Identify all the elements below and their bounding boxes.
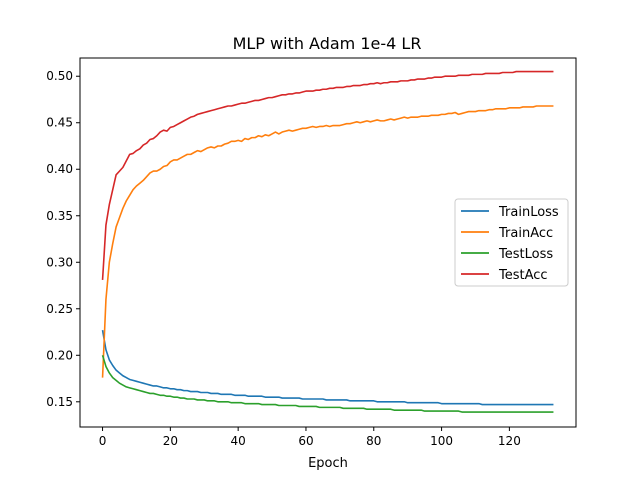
y-tick-label: 0.45 (46, 116, 73, 130)
series-line-trainloss (101, 330, 554, 406)
y-tick-label: 0.30 (46, 255, 73, 269)
x-tick-label: 120 (498, 434, 521, 448)
series-layer (101, 70, 554, 413)
legend: TrainLoss TrainAcc TestLoss TestAcc (454, 198, 569, 287)
x-tick-label: 0 (99, 434, 107, 448)
x-axis-label: Epoch (308, 456, 348, 471)
y-tick-label: 0.35 (46, 209, 73, 223)
x-tick-label: 100 (430, 434, 453, 448)
y-axis-ticks: 0.15 0.20 0.25 0.30 0.35 0.40 0.45 0.50 (46, 69, 80, 409)
y-tick-label: 0.40 (46, 162, 73, 176)
x-tick-label: 20 (163, 434, 178, 448)
legend-label-trainacc: TrainAcc (498, 226, 553, 241)
y-tick-label: 0.50 (46, 69, 73, 83)
series-line-testloss (101, 355, 554, 413)
legend-label-testloss: TestLoss (498, 247, 553, 262)
series-line-testacc (101, 70, 554, 280)
x-tick-label: 40 (231, 434, 246, 448)
y-tick-label: 0.25 (46, 302, 73, 316)
plot-frame (79, 57, 577, 428)
legend-label-testacc: TestAcc (498, 268, 548, 283)
series-line-trainacc (101, 105, 554, 378)
y-tick-label: 0.20 (46, 348, 73, 362)
chart-title: MLP with Adam 1e-4 LR (233, 34, 422, 53)
y-tick-label: 0.15 (46, 395, 73, 409)
x-axis-ticks: 0 20 40 60 80 100 120 (99, 427, 521, 448)
legend-box (454, 198, 569, 287)
x-tick-label: 80 (366, 434, 381, 448)
x-tick-label: 60 (298, 434, 313, 448)
legend-label-trainloss: TrainLoss (498, 205, 559, 220)
